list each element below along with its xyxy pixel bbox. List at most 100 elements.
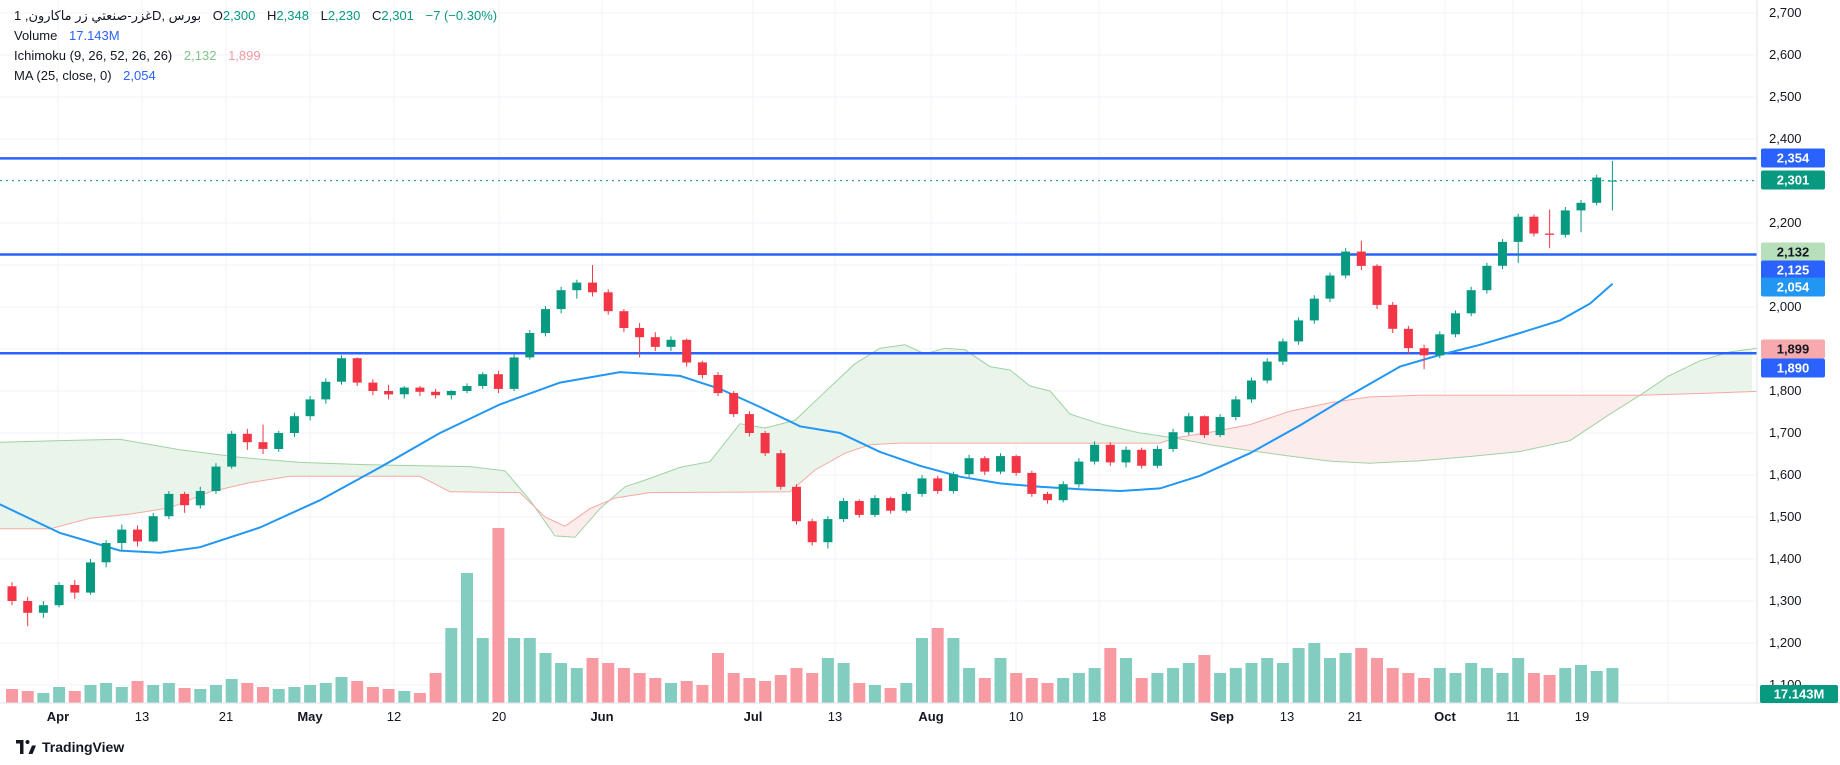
legend-ichimoku-row[interactable]: Ichimoku (9, 26, 52, 26, 26) 2,132 1,899 — [14, 46, 497, 66]
volume-bar — [790, 668, 803, 703]
price-tick-label: 2,000 — [1769, 299, 1802, 314]
volume-bar — [1433, 668, 1446, 703]
volume-bar — [1057, 678, 1070, 703]
candle-body — [1027, 472, 1037, 494]
price-badge: 1,899 — [1761, 339, 1825, 359]
candle-body — [1576, 202, 1586, 211]
time-tick-label: Jun — [590, 709, 613, 724]
volume-bar — [759, 681, 772, 703]
time-tick-label: 21 — [219, 709, 233, 724]
volume-bar — [194, 689, 207, 703]
tradingview-logo[interactable]: TradingView — [16, 739, 124, 755]
candle-body — [635, 328, 645, 338]
candle-body — [1294, 320, 1304, 342]
price-badge-label: 2,301 — [1777, 173, 1810, 188]
volume-bar — [335, 677, 348, 703]
high-value: 2,348 — [276, 8, 309, 23]
candle-body — [101, 543, 111, 563]
ma-value: 2,054 — [123, 68, 156, 83]
candle-body — [1121, 449, 1131, 463]
volume-bar — [1261, 658, 1274, 703]
volume-bar — [1371, 658, 1383, 703]
candle-body — [1341, 251, 1351, 276]
price-tick-label: 2,600 — [1769, 47, 1802, 62]
tradingview-logo-text: TradingView — [42, 739, 125, 755]
candle-body — [1215, 417, 1225, 436]
volume-bar — [884, 688, 897, 703]
volume-bar — [1041, 683, 1054, 703]
volume-bar — [837, 663, 850, 703]
candle-body — [1152, 449, 1162, 466]
candle-body — [337, 358, 346, 382]
candle-body — [211, 466, 221, 491]
candle-body — [493, 374, 503, 389]
candle-body — [760, 433, 770, 454]
candle-body — [980, 458, 990, 472]
volume-bar — [633, 673, 646, 703]
candle-body — [525, 333, 535, 358]
time-tick-label: 13 — [828, 709, 842, 724]
candle-body — [242, 433, 252, 443]
volume-bar — [21, 691, 34, 703]
volume-bar — [1465, 663, 1478, 703]
volume-bar — [1590, 671, 1603, 703]
volume-layer — [6, 528, 1619, 703]
candle-body — [1247, 380, 1256, 400]
volume-bar — [1276, 663, 1289, 703]
candle-body — [1090, 444, 1100, 462]
volume-bar — [366, 687, 379, 703]
legend-volume-row[interactable]: Volume 17.143M — [14, 26, 497, 46]
time-tick-label: Jul — [744, 709, 763, 724]
candle-body — [1043, 493, 1052, 501]
volume-bar — [1292, 648, 1305, 703]
volume-bar — [994, 658, 1007, 703]
candle-body — [729, 393, 739, 415]
volume-bar — [508, 638, 521, 703]
legend-symbol-row[interactable]: غزر-صنعتي زر ماكارون, 1D, بورس O2,300 H2… — [14, 6, 497, 26]
candle-body — [148, 516, 158, 542]
price-badge-bg — [1761, 339, 1825, 359]
volume-bar — [1339, 653, 1352, 703]
volume-bar — [115, 687, 128, 703]
candle-body — [603, 292, 613, 312]
volume-bar — [382, 689, 395, 703]
volume-bar — [727, 673, 740, 703]
volume-bar — [947, 638, 960, 703]
volume-bar — [288, 687, 301, 703]
candle-body — [854, 501, 864, 515]
volume-bar — [821, 658, 834, 703]
price-badge-label: 2,125 — [1777, 263, 1810, 278]
candle-body — [227, 433, 237, 467]
price-axis[interactable]: 2,7002,6002,5002,4002,3002,2002,1002,000… — [1760, 5, 1838, 703]
price-tick-label: 1,400 — [1769, 551, 1802, 566]
volume-bar — [241, 683, 254, 703]
price-badge: 2,125 — [1761, 260, 1825, 280]
volume-bar — [1182, 663, 1195, 703]
price-tick-label: 1,200 — [1769, 635, 1802, 650]
time-tick-label: 13 — [1280, 709, 1294, 724]
price-badge-label: 1,899 — [1777, 342, 1810, 357]
candle-body — [1278, 341, 1288, 362]
price-badge-bg — [1761, 358, 1825, 378]
price-badge-bg — [1761, 260, 1825, 280]
legend: غزر-صنعتي زر ماكارون, 1D, بورس O2,300 H2… — [14, 6, 497, 86]
legend-ma-row[interactable]: MA (25, close, 0) 2,054 — [14, 66, 497, 86]
price-tick-label: 2,400 — [1769, 131, 1802, 146]
low-label: L — [320, 8, 328, 23]
price-tick-label: 1,300 — [1769, 593, 1802, 608]
candle-body — [274, 433, 284, 449]
time-axis[interactable]: Apr 13 21 May 12 20 Jun Jul 13 Aug 10 18 Sep 13 21 Oct 1… — [47, 709, 1589, 724]
candle-body — [180, 493, 190, 506]
candle-body — [1529, 216, 1539, 234]
cloud-red-region — [1170, 395, 1638, 464]
candle-body — [70, 585, 80, 593]
time-tick-label: Sep — [1210, 709, 1234, 724]
cloud-green-region — [0, 439, 534, 529]
candles-layer — [7, 160, 1617, 627]
volume-bar — [413, 693, 426, 703]
volume-axis-badge: 17.143M — [1760, 685, 1838, 703]
cloud-red-region — [534, 501, 606, 537]
volume-bar — [774, 675, 787, 703]
ma-label: MA (25, close, 0) — [14, 68, 112, 83]
